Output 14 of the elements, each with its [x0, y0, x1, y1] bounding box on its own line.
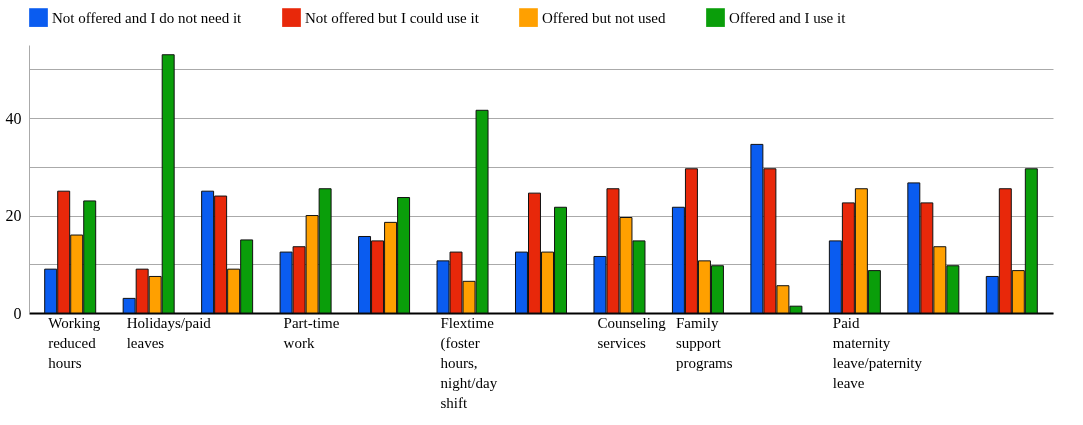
x-tick-label: Counseling services [597, 314, 667, 351]
legend-label: Not offered and I do not need it [52, 9, 243, 26]
x-tick-label: Holidays/paid leaves [126, 314, 212, 351]
legend-label: Offered and I use it [729, 9, 847, 26]
x-tick-label: Paid maternity leave/paternity leave [832, 314, 923, 391]
y-tick-label: 40 [5, 109, 22, 127]
x-tick-label: Part-time work [283, 314, 340, 351]
y-tick-label: 0 [13, 304, 22, 322]
x-tick-label: Flextime (foster hours, night/day shift [440, 314, 498, 411]
legend-label: Offered but not used [542, 9, 666, 26]
legend-label: Not offered but I could use it [305, 9, 480, 26]
x-tick-label: Working reduced hours [48, 314, 101, 371]
y-tick-label: 20 [5, 207, 22, 225]
x-tick-label: Family support programs [675, 314, 733, 371]
